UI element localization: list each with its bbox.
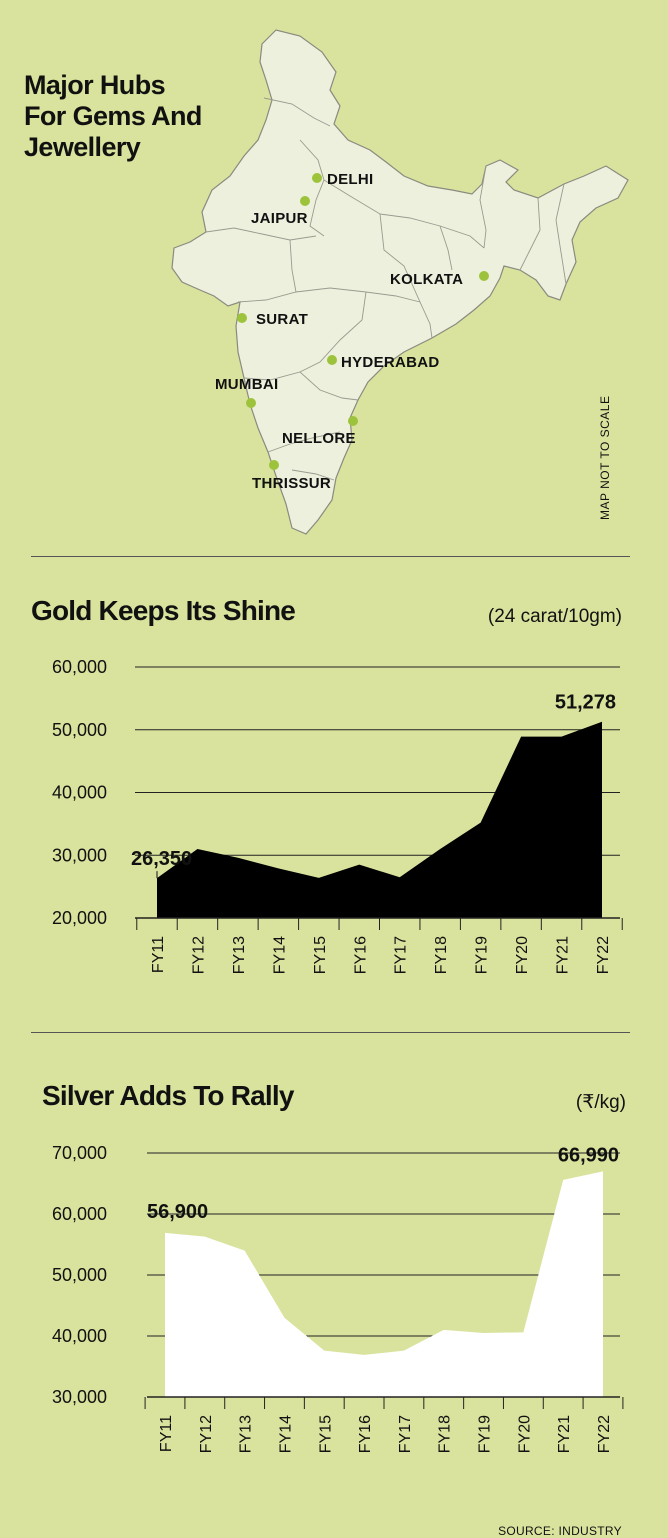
gold-chart-title: Gold Keeps Its Shine [31,595,295,627]
hub-label-surat: SURAT [256,311,308,328]
x-tick-label: FY19 [474,936,491,974]
silver-chart-title: Silver Adds To Rally [42,1080,294,1112]
source-note: SOURCE: INDUSTRY [498,1524,622,1538]
y-tick-label: 30,000 [52,845,107,865]
hub-label-mumbai: MUMBAI [215,376,278,393]
x-tick-label: FY14 [271,936,288,974]
x-tick-label: FY22 [595,936,612,974]
annotation-fy11: 56,900 [147,1201,208,1223]
india-map: DELHI JAIPUR KOLKATA SURAT HYDERABAD MUMBAI NE… [0,0,668,545]
y-tick-label: 50,000 [52,1265,107,1285]
silver-area-chart: 30,000 40,000 50,000 60,000 70,000 FY11 FY12 FY… [0,1135,668,1505]
y-tick-label: 60,000 [52,1204,107,1224]
section-divider-1 [31,556,630,557]
x-tick-label: FY21 [556,1415,573,1453]
hub-dot-jaipur [300,196,310,206]
y-tick-label: 30,000 [52,1387,107,1407]
x-tick-label: FY12 [190,936,207,974]
x-tick-label: FY15 [312,936,329,974]
x-tick-label: FY18 [433,936,450,974]
y-tick-label: 70,000 [52,1143,107,1163]
y-tick-label: 20,000 [52,908,107,928]
x-tick-label: FY20 [516,1415,533,1453]
map-scale-note: MAP NOT TO SCALE [598,396,612,520]
x-tick-label: FY20 [514,936,531,974]
x-tick-label: FY13 [238,1415,255,1453]
hub-dot-nellore [348,416,358,426]
y-tick-label: 50,000 [52,720,107,740]
x-tick-label: FY15 [317,1415,334,1453]
x-tick-label: FY21 [555,936,572,974]
hub-dot-delhi [312,173,322,183]
section-divider-2 [31,1032,630,1033]
hub-label-nellore: NELLORE [282,430,356,447]
annotation-fy11: 26,350 [131,848,192,870]
x-tick-label: FY16 [352,936,369,974]
x-tick-label: FY11 [150,936,167,973]
hub-label-jaipur: JAIPUR [251,210,308,227]
hub-label-delhi: DELHI [327,171,374,188]
hub-label-kolkata: KOLKATA [390,271,463,288]
x-tick-label: FY11 [158,1415,175,1452]
hub-dot-surat [237,313,247,323]
series-area [157,722,602,918]
series-area [165,1171,603,1397]
x-tick-label: FY13 [231,936,248,974]
y-tick-label: 40,000 [52,783,107,803]
hub-dot-hyderabad [327,355,337,365]
x-tick-label: FY18 [437,1415,454,1453]
hub-dot-kolkata [479,271,489,281]
gold-chart-unit: (24 carat/10gm) [488,606,622,628]
y-tick-label: 40,000 [52,1326,107,1346]
silver-chart-unit: (₹/kg) [576,1091,626,1114]
hub-dot-thrissur [269,460,279,470]
annotation-fy22: 66,990 [558,1144,619,1166]
x-tick-label: FY16 [357,1415,374,1453]
x-tick-label: FY14 [277,1415,294,1453]
x-tick-label: FY19 [477,1415,494,1453]
gold-area-chart: 20,000 30,000 40,000 50,000 60,000 FY11 FY12 FY… [0,650,668,1010]
x-tick-label: FY17 [393,936,410,974]
hub-dot-mumbai [246,398,256,408]
x-tick-label: FY12 [198,1415,215,1453]
y-tick-label: 60,000 [52,657,107,677]
hub-label-thrissur: THRISSUR [252,475,331,492]
x-tick-label: FY17 [397,1415,414,1453]
hub-label-hyderabad: HYDERABAD [341,354,440,371]
annotation-fy22: 51,278 [555,692,616,714]
x-tick-label: FY22 [596,1415,613,1453]
